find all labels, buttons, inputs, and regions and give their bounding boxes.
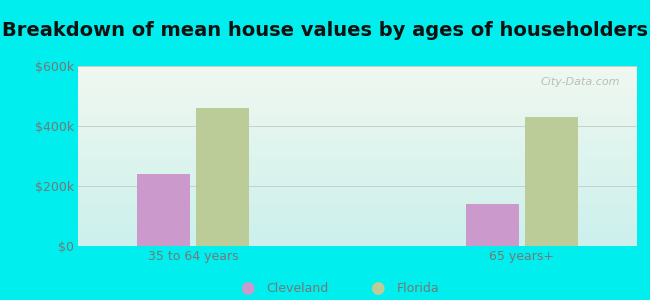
Text: City-Data.com: City-Data.com [541, 77, 620, 87]
Bar [137, 174, 190, 246]
Text: Breakdown of mean house values by ages of householders: Breakdown of mean house values by ages o… [2, 21, 648, 40]
Text: ●: ● [370, 279, 384, 297]
Text: Florida: Florida [396, 281, 439, 295]
Bar [196, 108, 249, 246]
Text: ●: ● [240, 279, 254, 297]
Bar [466, 204, 519, 246]
Bar [525, 117, 578, 246]
Text: Cleveland: Cleveland [266, 281, 329, 295]
